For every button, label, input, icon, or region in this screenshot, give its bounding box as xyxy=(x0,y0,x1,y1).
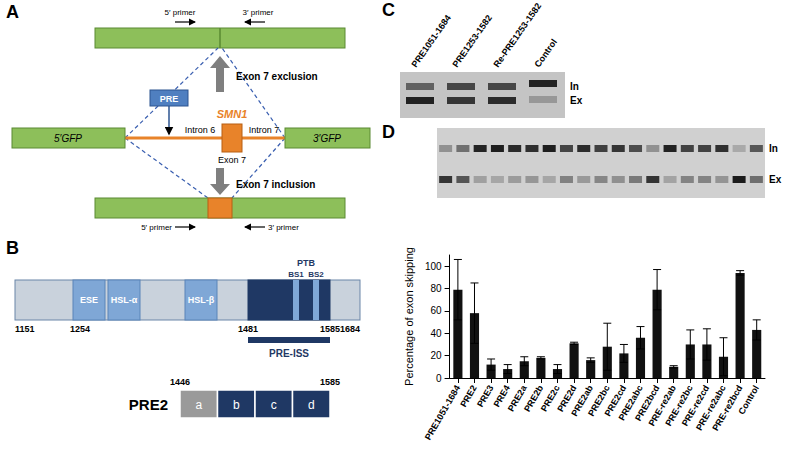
svg-text:PRE-re2cd: PRE-re2cd xyxy=(679,383,712,428)
svg-text:PRE2b: PRE2b xyxy=(522,383,546,414)
svg-text:Intron 7: Intron 7 xyxy=(249,125,280,135)
svg-text:1481: 1481 xyxy=(238,324,258,334)
svg-text:Intron 6: Intron 6 xyxy=(185,125,216,135)
svg-text:5′ primer: 5′ primer xyxy=(141,223,172,232)
svg-text:60: 60 xyxy=(430,305,442,316)
svg-text:3′GFP: 3′GFP xyxy=(313,133,341,144)
svg-text:PRE-ISS: PRE-ISS xyxy=(269,348,309,359)
svg-text:PRE1253-1582: PRE1253-1582 xyxy=(450,13,493,69)
svg-text:Percentage of exon skipping: Percentage of exon skipping xyxy=(403,247,415,386)
svg-text:1151: 1151 xyxy=(15,324,35,334)
svg-text:PRE2d: PRE2d xyxy=(555,383,579,414)
svg-text:1684: 1684 xyxy=(340,324,360,334)
svg-text:3′ primer: 3′ primer xyxy=(268,223,299,232)
svg-text:1585: 1585 xyxy=(320,377,340,387)
svg-text:1254: 1254 xyxy=(70,324,90,334)
svg-text:PRE1051-1684: PRE1051-1684 xyxy=(409,13,452,69)
svg-text:PTB: PTB xyxy=(297,258,316,268)
svg-text:PRE2bc: PRE2bc xyxy=(586,383,612,418)
svg-text:BS2: BS2 xyxy=(308,270,324,279)
svg-text:b: b xyxy=(233,398,240,412)
svg-text:HSL-α: HSL-α xyxy=(111,295,138,305)
svg-text:PRE4: PRE4 xyxy=(491,383,512,409)
svg-text:D: D xyxy=(382,122,395,142)
svg-text:PRE1051-1684: PRE1051-1684 xyxy=(423,383,462,441)
svg-text:B: B xyxy=(6,238,19,258)
svg-text:SMN1: SMN1 xyxy=(217,108,248,120)
svg-text:Ex: Ex xyxy=(570,95,583,106)
svg-text:100: 100 xyxy=(425,261,442,272)
svg-text:HSL-β: HSL-β xyxy=(188,295,215,305)
svg-text:PRE3: PRE3 xyxy=(475,383,496,409)
svg-text:PRE2a: PRE2a xyxy=(505,383,529,414)
svg-text:C: C xyxy=(382,0,395,20)
svg-text:ESE: ESE xyxy=(80,295,98,305)
svg-text:Ex: Ex xyxy=(769,174,782,185)
svg-text:PRE-re2bcd: PRE-re2bcd xyxy=(710,383,745,433)
svg-text:PRE2c: PRE2c xyxy=(538,383,562,414)
svg-text:1585: 1585 xyxy=(320,324,340,334)
svg-text:PRE2: PRE2 xyxy=(458,383,479,409)
svg-text:In: In xyxy=(769,143,778,154)
svg-text:In: In xyxy=(570,81,579,92)
svg-text:20: 20 xyxy=(430,350,442,361)
svg-text:PRE2bcd: PRE2bcd xyxy=(633,383,662,423)
svg-text:PRE-re2bc: PRE-re2bc xyxy=(663,383,695,428)
svg-text:80: 80 xyxy=(430,283,442,294)
svg-text:3′ primer: 3′ primer xyxy=(243,8,274,17)
svg-text:1446: 1446 xyxy=(170,377,190,387)
svg-text:c: c xyxy=(271,398,277,412)
svg-text:PRE2: PRE2 xyxy=(129,396,168,413)
svg-text:Exon 7 exclusion: Exon 7 exclusion xyxy=(236,71,318,82)
svg-text:PRE2cd: PRE2cd xyxy=(602,383,629,418)
svg-text:a: a xyxy=(195,398,202,412)
svg-text:A: A xyxy=(6,2,19,22)
svg-text:PRE-re2ab: PRE-re2ab xyxy=(646,383,678,428)
svg-text:5′ primer: 5′ primer xyxy=(165,8,196,17)
svg-text:Re-PRE1253-1582: Re-PRE1253-1582 xyxy=(491,1,544,70)
svg-text:PRE2abc: PRE2abc xyxy=(616,383,645,423)
svg-text:40: 40 xyxy=(430,328,442,339)
svg-text:PRE-re2abc: PRE-re2abc xyxy=(693,383,728,433)
svg-text:BS1: BS1 xyxy=(288,270,304,279)
svg-text:Exon 7 inclusion: Exon 7 inclusion xyxy=(236,179,315,190)
svg-text:PRE: PRE xyxy=(160,94,179,104)
svg-text:5′GFP: 5′GFP xyxy=(54,133,82,144)
svg-text:0: 0 xyxy=(436,373,442,384)
svg-text:d: d xyxy=(308,398,315,412)
svg-text:Control: Control xyxy=(736,383,761,416)
svg-text:Exon 7: Exon 7 xyxy=(218,155,246,165)
svg-text:PRE2ab: PRE2ab xyxy=(569,383,595,418)
svg-text:Control: Control xyxy=(532,37,559,69)
